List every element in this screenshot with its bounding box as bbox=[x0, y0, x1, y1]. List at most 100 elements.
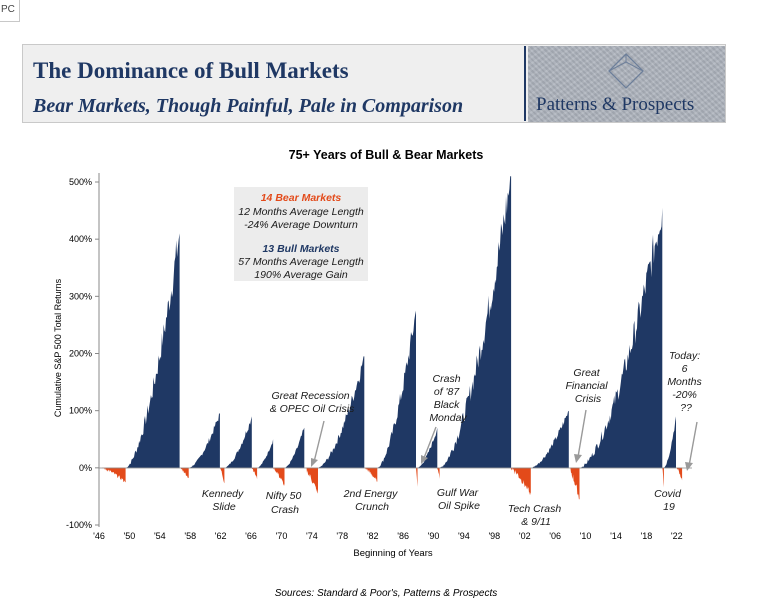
bear-market-area bbox=[662, 467, 664, 488]
x-tick-label: '90 bbox=[428, 531, 440, 541]
x-tick-label: '78 bbox=[336, 531, 348, 541]
bear-market-4 bbox=[251, 467, 258, 480]
arrow-today bbox=[688, 421, 698, 467]
bull-market-8 bbox=[417, 427, 438, 468]
annotation-gulf-war: Gulf War Oil Spike bbox=[437, 487, 481, 512]
bear-market-area bbox=[273, 467, 285, 487]
x-axis-ticks: '46 '50 '54 '58 '62 '66 '70 '74 '78 '82 '86 '90 '94 '… bbox=[93, 531, 683, 541]
x-tick-label: '70 bbox=[276, 531, 288, 541]
bear-market-area bbox=[102, 467, 126, 483]
y-tick-label: 0% bbox=[79, 463, 92, 473]
arrow-black-monday bbox=[423, 426, 437, 459]
arrow-gfc bbox=[577, 409, 587, 458]
bull-market-area bbox=[579, 207, 663, 468]
bear-market-area bbox=[179, 467, 189, 479]
y-tick-label: 400% bbox=[69, 234, 92, 244]
y-axis-label: Cumulative S&P 500 Total Returns bbox=[53, 278, 63, 417]
banner-divider bbox=[524, 46, 526, 121]
bull-summary-gain: 190% Average Gain bbox=[254, 269, 348, 281]
annotation-great-recession-opec: Great Recession & OPEC Oil Crisis bbox=[270, 390, 355, 415]
annotation-tech-crash: Tech Crash & 9/11 bbox=[508, 503, 564, 528]
bull-market-area bbox=[257, 439, 274, 468]
bear-market-area bbox=[251, 467, 258, 480]
arrow-opec bbox=[313, 420, 325, 463]
annotation-arrows bbox=[311, 409, 698, 471]
arrow-black-monday-head bbox=[421, 455, 428, 464]
bull-market-area bbox=[188, 413, 220, 468]
x-tick-label: '98 bbox=[488, 531, 500, 541]
brand-logo: Patterns & Prospects bbox=[528, 46, 725, 122]
bear-market-13 bbox=[676, 467, 683, 481]
bear-summary-heading: 14 Bear Markets bbox=[261, 192, 342, 204]
header-banner: The Dominance of Bull Markets Bear Marke… bbox=[22, 44, 726, 123]
annotation-covid-19: Covid 19 bbox=[654, 488, 684, 513]
y-tick-label: 100% bbox=[69, 406, 92, 416]
x-tick-label: '54 bbox=[154, 531, 166, 541]
bull-market-area bbox=[377, 310, 416, 468]
bear-market-3 bbox=[219, 467, 225, 484]
bull-market-7 bbox=[377, 310, 416, 468]
bull-market-area bbox=[530, 410, 569, 468]
bull-market-11 bbox=[579, 207, 663, 468]
bull-market-area bbox=[224, 416, 252, 468]
bull-market-area bbox=[439, 176, 512, 468]
diamond-logo-icon bbox=[608, 53, 644, 89]
bull-market-12 bbox=[663, 416, 676, 468]
chart-title: 75+ Years of Bull & Bear Markets bbox=[289, 148, 484, 162]
bear-market-area bbox=[416, 467, 418, 487]
bear-market-6 bbox=[304, 467, 318, 494]
x-tick-label: '50 bbox=[124, 531, 136, 541]
annotation-nifty-50-crash: Nifty 50 Crash bbox=[266, 490, 305, 516]
x-tick-label: '62 bbox=[215, 531, 227, 541]
annotation-black-monday: Crash of '87 Black Monday bbox=[429, 373, 467, 424]
x-tick-label: '74 bbox=[306, 531, 318, 541]
bear-market-area bbox=[219, 467, 225, 484]
bull-market-6 bbox=[318, 356, 365, 468]
annotation-today: Today: 6 Months -20% ?? bbox=[667, 350, 704, 414]
x-tick-label: '18 bbox=[641, 531, 653, 541]
y-tick-label: 500% bbox=[69, 177, 92, 187]
bear-market-12 bbox=[662, 467, 664, 488]
y-tick-label: 200% bbox=[69, 349, 92, 359]
banner-subtitle: Bear Markets, Though Painful, Pale in Co… bbox=[33, 95, 464, 117]
bull-bear-chart: 75+ Years of Bull & Bear Markets 500% 400… bbox=[53, 148, 704, 599]
bear-market-area bbox=[437, 467, 440, 479]
bull-market-9 bbox=[439, 176, 512, 468]
x-tick-label: '82 bbox=[367, 531, 379, 541]
bull-market-4 bbox=[257, 439, 274, 468]
x-tick-label: '02 bbox=[519, 531, 531, 541]
bear-summary-downturn: -24% Average Downturn bbox=[244, 219, 358, 231]
chart-area: 75+ Years of Bull & Bear Markets 500% 400… bbox=[0, 140, 763, 616]
x-tick-label: '66 bbox=[245, 531, 257, 541]
x-tick-label: '22 bbox=[671, 531, 683, 541]
bull-market-area bbox=[284, 427, 305, 468]
arrow-opec-head bbox=[311, 458, 318, 467]
bull-market-1 bbox=[125, 233, 180, 468]
bull-market-10 bbox=[530, 410, 569, 468]
arrow-today-head bbox=[685, 462, 693, 471]
y-axis-ticks: 500% 400% 300% 200% 100% 0% -100% bbox=[66, 177, 99, 530]
x-tick-label: '14 bbox=[610, 531, 622, 541]
bear-market-area bbox=[511, 467, 531, 496]
x-tick-label: '94 bbox=[458, 531, 470, 541]
bull-market-area bbox=[417, 427, 438, 468]
bear-market-10 bbox=[511, 467, 531, 496]
x-tick-label: '10 bbox=[580, 531, 592, 541]
cell-reference-tab: PC bbox=[0, 0, 20, 22]
x-axis-label: Beginning of Years bbox=[353, 548, 432, 559]
bear-market-1 bbox=[102, 467, 126, 483]
x-tick-label: '06 bbox=[549, 531, 561, 541]
bear-market-area bbox=[676, 467, 683, 481]
bull-summary-heading: 13 Bull Markets bbox=[262, 243, 339, 255]
annotation-great-financial-crisis: Great Financial Crisis bbox=[566, 367, 611, 405]
bear-market-area bbox=[364, 467, 378, 482]
banner-title: The Dominance of Bull Markets bbox=[33, 58, 349, 83]
y-tick-label: -100% bbox=[66, 520, 92, 530]
bull-market-area bbox=[125, 233, 180, 468]
bear-market-area bbox=[568, 467, 580, 500]
bull-market-area bbox=[663, 416, 676, 468]
bear-summary-length: 12 Months Average Length bbox=[238, 206, 364, 218]
bear-market-2 bbox=[179, 467, 189, 479]
bull-market-5 bbox=[284, 427, 305, 468]
source-note: Sources: Standard & Poor's, Patterns & P… bbox=[275, 588, 498, 599]
